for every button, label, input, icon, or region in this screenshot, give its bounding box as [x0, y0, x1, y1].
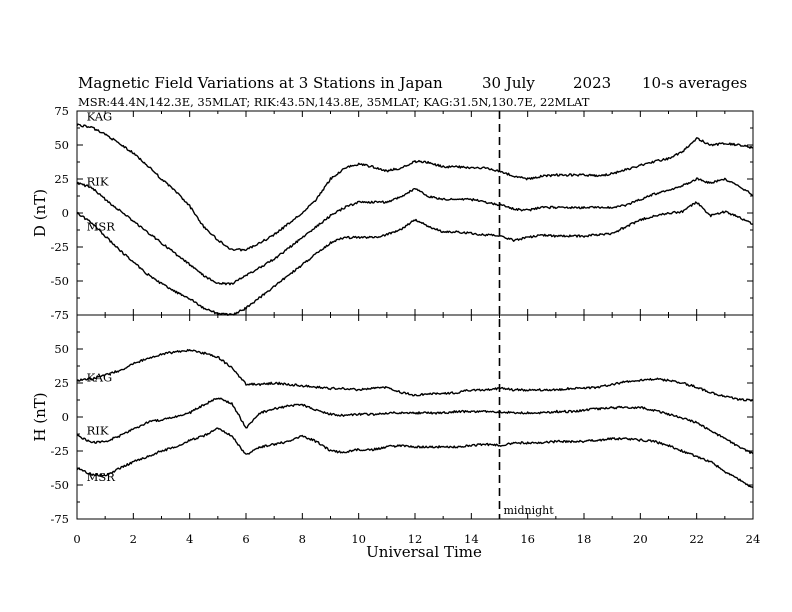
- x-tick-label: 4: [186, 532, 193, 546]
- y-tick-label: -75: [50, 512, 69, 526]
- x-tick-label: 2: [130, 532, 137, 546]
- y-tick-label: 50: [54, 342, 69, 356]
- series-label-rik: RIK: [87, 424, 109, 438]
- series-label-msr: MSR: [87, 220, 116, 234]
- y-tick-label: -50: [50, 478, 69, 492]
- series-layer: KAG RIK MSR KAG RIK MSR: [76, 109, 754, 519]
- x-tick-label: 6: [242, 532, 249, 546]
- chart-averaging: 10-s averages: [642, 74, 747, 92]
- series-label-kag: KAG: [87, 109, 113, 123]
- y-tick-label: -75: [50, 308, 69, 322]
- series-line-msr-d: [76, 201, 754, 316]
- y-tick-label: 25: [54, 376, 69, 390]
- x-tick-label: 0: [73, 532, 80, 546]
- series-line-rik-d: [76, 177, 754, 286]
- y-tick-label: -50: [50, 274, 69, 288]
- y-axis-label-d: D (nT): [31, 189, 49, 237]
- x-tick-label: 20: [633, 532, 648, 546]
- plot-frame-h: [76, 314, 754, 520]
- y-tick-label: 50: [54, 138, 69, 152]
- x-tick-label: 18: [577, 532, 592, 546]
- x-tick-label: 16: [520, 532, 535, 546]
- plot-frame-d: [76, 110, 754, 316]
- ticks-layer: 0 2 4 6 8 10 12 14 16 18 20 22 247550250-25-50-75502…: [50, 104, 760, 546]
- x-tick-label: 8: [299, 532, 306, 546]
- series-label-rik: RIK: [87, 175, 109, 189]
- y-tick-label: -25: [50, 240, 69, 254]
- midnight-label: midnight: [504, 504, 555, 517]
- x-tick-label: 22: [689, 532, 704, 546]
- chart-year: 2023: [573, 74, 611, 92]
- x-tick-label: 10: [351, 532, 366, 546]
- x-axis-label: Universal Time: [366, 543, 482, 561]
- chart-date: 30 July: [482, 74, 535, 92]
- x-tick-label: 14: [464, 532, 479, 546]
- series-line-rik-h: [76, 397, 754, 455]
- x-tick-label: 24: [746, 532, 761, 546]
- series-line-msr-h: [76, 427, 754, 489]
- y-axis-label-h: H (nT): [31, 392, 49, 441]
- series-line-kag-h: [76, 348, 754, 402]
- y-tick-label: 25: [54, 172, 69, 186]
- chart-subtitle: MSR:44.4N,142.3E, 35MLAT; RIK:43.5N,143.…: [78, 95, 590, 109]
- series-line-kag-d: [76, 123, 754, 252]
- chart-title: Magnetic Field Variations at 3 Stations …: [78, 74, 443, 92]
- y-tick-label: 0: [62, 206, 69, 220]
- y-tick-label: 0: [62, 410, 69, 424]
- series-label-kag: KAG: [87, 371, 113, 385]
- x-tick-label: 12: [408, 532, 423, 546]
- y-tick-label: -25: [50, 444, 69, 458]
- series-label-msr: MSR: [87, 470, 116, 484]
- y-tick-label: 75: [54, 104, 69, 118]
